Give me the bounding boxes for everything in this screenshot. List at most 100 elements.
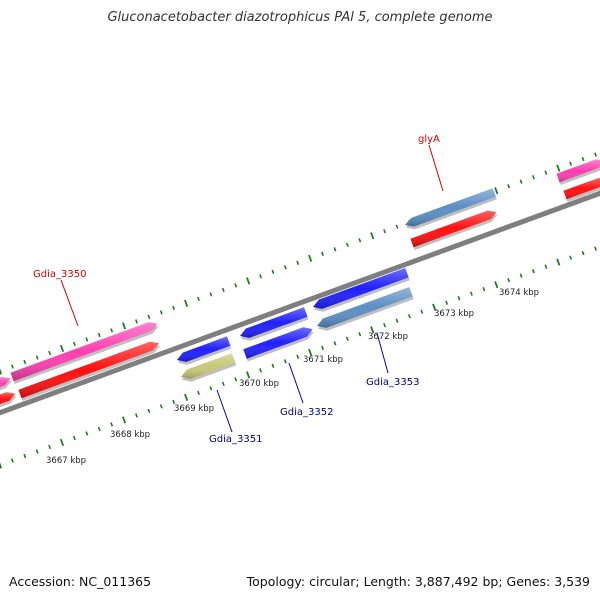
feature-pink-left-edge[interactable] [0,377,12,393]
inner-minor-tick [35,449,39,454]
outer-minor-tick [321,251,325,256]
inner-minor-tick [73,435,76,441]
outer-major-tick [184,299,189,307]
outer-minor-tick [345,242,349,247]
feature-glya-red[interactable] [410,210,498,250]
inner-minor-tick [333,341,337,346]
feature-gdia-3352-blue-b[interactable] [243,327,314,362]
leader-gdia-3350 [60,279,79,327]
outer-minor-tick [271,269,275,274]
outer-minor-tick [48,350,52,356]
outer-minor-tick [35,355,39,360]
leader-lines [60,144,444,433]
accession-text: Accession: NC_011365 [9,574,152,589]
inner-minor-tick [395,318,399,323]
leader-gdia-3351 [216,389,233,433]
feature-track [0,159,600,410]
outer-minor-tick [23,359,27,365]
gene-labels: Gdia_3350 Gdia_3351 Gdia_3352 Gdia_3353 … [33,134,440,445]
feature-gdia-3351-blue[interactable] [177,336,232,365]
inner-minor-tick [221,381,225,387]
outer-minor-tick [135,319,138,324]
inner-minor-tick [569,255,573,260]
feature-gdia-3350-pink[interactable] [10,322,159,384]
inner-major-tick [0,462,3,469]
feature-glya-steel[interactable] [405,188,497,230]
outer-minor-tick [395,224,399,229]
outer-major-tick [308,254,313,262]
outer-major-tick [122,322,127,330]
feature-gdia-3351-olive[interactable] [181,353,237,382]
outer-major-tick [370,232,375,240]
inner-minor-tick [85,431,89,436]
outer-minor-tick [358,238,362,243]
inner-minor-tick [197,390,200,396]
outer-minor-tick [519,179,523,184]
inner-minor-tick [135,413,138,418]
outer-minor-tick [73,341,76,347]
inner-major-tick [308,348,313,356]
inner-minor-tick [383,323,387,328]
inner-minor-tick [345,336,349,341]
inner-minor-tick [407,314,411,319]
leader-gdia-3353 [376,332,389,374]
outer-major-tick [494,187,499,195]
tick-labels: 3667 kbp 3668 kbp 3669 kbp 3670 kbp 3671… [46,288,539,466]
inner-tick-row [0,246,597,469]
outer-major-tick [59,344,65,353]
outer-major-tick [0,368,3,375]
inner-minor-tick [581,250,585,256]
inner-major-tick [59,438,65,447]
outer-major-tick [246,277,251,285]
inner-major-tick [246,371,251,379]
inner-minor-tick [519,273,523,278]
outer-minor-tick [234,283,238,288]
feature-gdia-3353-steel[interactable] [317,287,414,331]
inner-minor-tick [234,377,238,382]
gene-label-gdia-3353: Gdia_3353 [366,377,419,388]
outer-minor-tick [159,310,163,315]
tick-label-3673: 3673 kbp [434,309,474,319]
leader-glya [428,144,444,192]
inner-major-tick [370,326,375,334]
inner-minor-tick [271,363,275,368]
outer-minor-tick [283,265,287,270]
outer-minor-tick [209,292,213,297]
outer-minor-tick [221,287,225,293]
genome-summary-text: Topology: circular; Length: 3,887,492 bp… [246,574,590,589]
tick-label-3668: 3668 kbp [110,430,150,440]
outer-minor-tick [333,247,337,252]
gene-label-gdia-3350: Gdia_3350 [33,269,86,280]
gene-label-gdia-3352: Gdia_3352 [280,407,333,418]
tick-label-3669: 3669 kbp [174,404,214,414]
gene-label-gdia-3351: Gdia_3351 [209,434,262,445]
inner-minor-tick [507,278,511,283]
inner-minor-tick [457,296,461,301]
inner-major-tick [494,281,499,289]
inner-minor-tick [209,386,213,391]
outer-minor-tick [147,314,151,320]
outer-minor-tick [259,274,262,279]
inner-minor-tick [147,408,151,414]
feature-right-red[interactable] [563,178,600,202]
feature-red-left-edge[interactable] [0,392,17,410]
tick-label-3674: 3674 kbp [499,288,539,298]
feature-right-pink[interactable] [556,159,600,185]
inner-minor-tick [420,309,424,314]
inner-minor-tick [172,399,176,405]
outer-minor-tick [97,332,101,338]
inner-minor-tick [470,291,473,296]
inner-minor-tick [482,287,486,292]
outer-minor-tick [110,328,114,333]
feature-gdia-3352-blue-a[interactable] [240,307,309,341]
inner-minor-tick [532,269,535,274]
inner-minor-tick [594,246,597,251]
inner-major-tick [122,416,127,424]
feature-gdia-3350-red[interactable] [18,341,161,401]
outer-minor-tick [85,337,89,342]
feature-gdia-3353-blue[interactable] [313,268,410,312]
tick-label-3667: 3667 kbp [46,456,86,466]
inner-major-tick [432,303,437,311]
outer-minor-tick [383,229,387,234]
